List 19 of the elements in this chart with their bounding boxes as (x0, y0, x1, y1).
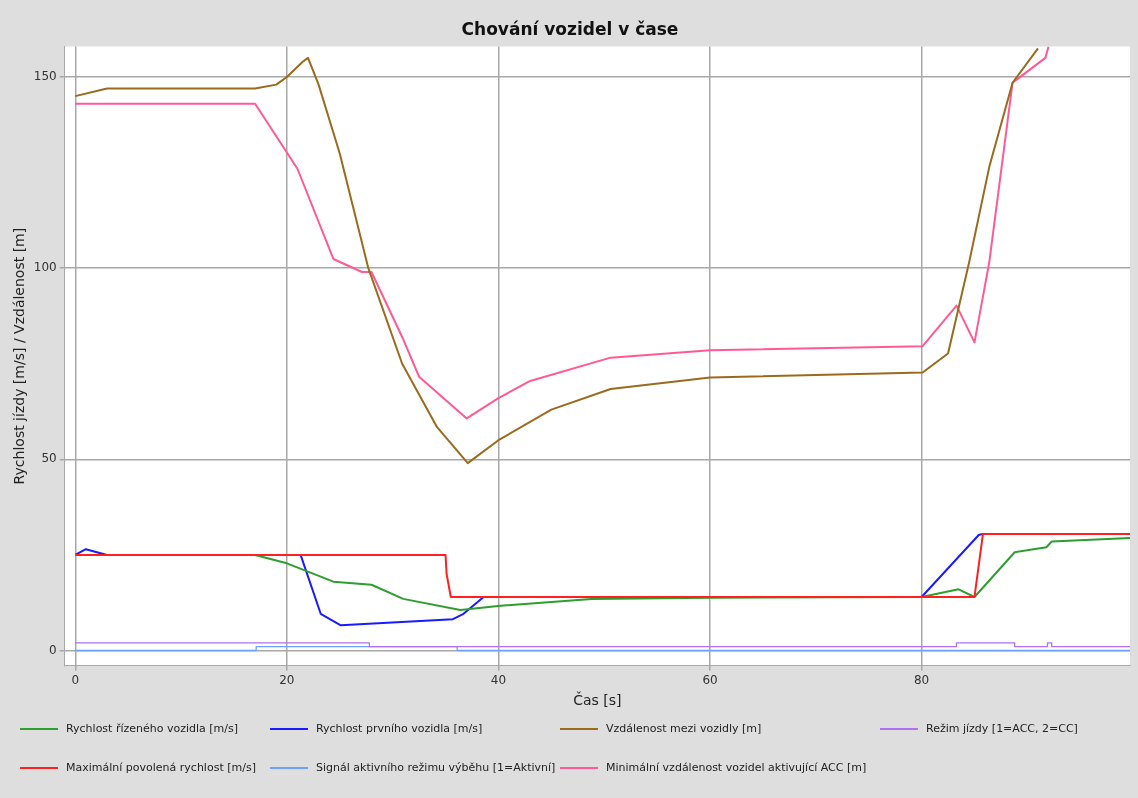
chart-title: Chování vozidel v čase (461, 18, 679, 39)
y-tick-label: 100 (33, 260, 57, 275)
x-tick-label: 80 (913, 673, 930, 688)
legend-label: Maximální povolená rychlost [m/s] (66, 761, 256, 774)
legend-label: Režim jízdy [1=ACC, 2=CC] (926, 722, 1078, 735)
y-tick-label: 0 (49, 642, 57, 657)
y-tick-label: 50 (41, 451, 57, 466)
y-tick-label: 150 (33, 69, 57, 84)
legend-label: Rychlost prvního vozidla [m/s] (316, 722, 483, 735)
x-tick-label: 60 (702, 673, 718, 688)
x-axis-title: Čas [s] (573, 691, 622, 709)
legend-label: Signál aktivního režimu výběhu [1=Aktivní] (316, 761, 556, 774)
y-axis-title: Rychlost jízdy [m/s] / Vzdálenost [m] (11, 227, 28, 485)
x-tick-label: 40 (490, 673, 507, 688)
legend-label: Vzdálenost mezi vozidly [m] (606, 722, 762, 735)
legend-label: Minimální vzdálenost vozidel aktivující ACC [m] (606, 761, 867, 774)
x-tick-label: 0 (71, 673, 80, 688)
legend-label: Rychlost řízeného vozidla [m/s] (66, 722, 239, 735)
x-tick-label: 20 (279, 673, 295, 688)
